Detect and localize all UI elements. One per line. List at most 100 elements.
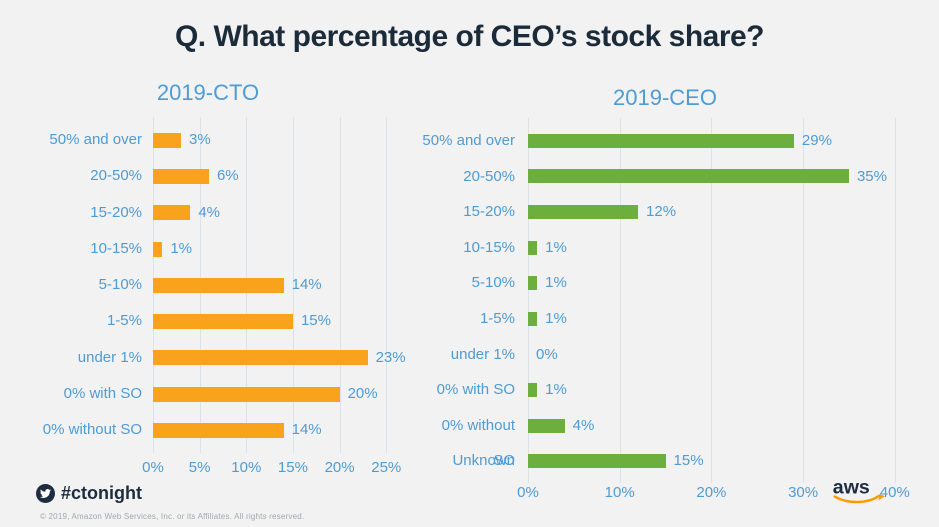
value-label: 15% (300, 312, 331, 330)
value-label: 23% (375, 348, 406, 366)
category-label: 15-20% (463, 203, 515, 221)
category-label: 20-50% (463, 167, 515, 185)
category-label: 1-5% (479, 309, 515, 327)
bar (528, 240, 538, 255)
gridline (803, 118, 805, 483)
aws-logo-text: aws (833, 477, 870, 499)
axis-tick-label: 20% (696, 483, 727, 501)
value-label: 15% (673, 452, 704, 470)
value-label: 14% (291, 276, 322, 294)
category-label: 20-50% (90, 167, 142, 185)
chart-row: 20-50% 6% (10, 158, 425, 194)
ctonight-hashtag-block: #ctonight (36, 483, 142, 504)
axis-tick-label: 5% (188, 458, 211, 476)
value-label: 14% (291, 421, 322, 439)
bar (528, 311, 538, 326)
value-label: 35% (856, 167, 887, 185)
axis-tick-label: 15% (277, 458, 308, 476)
chart-row: 10-15% 1% (420, 230, 939, 266)
bar (528, 454, 666, 469)
bar (528, 276, 538, 291)
category-label: 1-5% (106, 312, 142, 330)
value-label: 12% (646, 203, 677, 221)
bar (153, 168, 209, 184)
bar (153, 350, 368, 366)
chart-row: under 1% 0% (420, 337, 939, 373)
category-label: under 1% (450, 345, 515, 363)
gridline (292, 117, 294, 453)
value-label: 1% (545, 381, 567, 399)
category-label: 0% with SO (436, 381, 515, 399)
chart-row: 50% and over 3% (10, 122, 425, 158)
value-label: 1% (545, 238, 567, 256)
bar (528, 382, 538, 397)
hashtag-label: #ctonight (61, 483, 142, 503)
bar (153, 205, 191, 221)
bar (528, 418, 565, 433)
chart-row: 1-5% 15% (10, 303, 425, 339)
axis-tick-label: 20% (324, 458, 355, 476)
axis-tick-label: 10% (231, 458, 262, 476)
category-label: 15-20% (90, 203, 142, 221)
category-label: 10-15% (463, 238, 515, 256)
category-label: 0% without SO (42, 421, 142, 439)
bar (528, 169, 849, 184)
bar (153, 132, 181, 148)
category-label: 50% and over (422, 132, 515, 149)
ceo-plot-area: 50% and over 29% 20-50% 35% 15-20% 12% 10-15% 1… (420, 118, 939, 502)
category-label: 50% and over (49, 131, 142, 148)
cto-plot-area: 50% and over 3% 20-50% 6% 15-20% 4% 10-15% 1% 5-… (10, 117, 425, 477)
ceo-x-axis: 0% 10% 20% 30% 40% (420, 484, 939, 502)
ceo-chart-subtitle: 2019-CEO (613, 85, 717, 110)
chart-row: 15-20% 12% (420, 194, 939, 230)
chart-row: 0% with SO 1% (420, 372, 939, 408)
value-label: 6% (216, 167, 239, 185)
chart-row: 0% without SO 14% (10, 412, 425, 448)
axis-tick-label: 30% (788, 483, 819, 501)
chart-row: 10-15% 1% (10, 231, 425, 267)
ceo-gridlines (420, 118, 939, 483)
value-label: 29% (801, 132, 832, 149)
bar (153, 423, 284, 439)
chart-row: 5-10% 1% (420, 265, 939, 301)
cto-chart-subtitle: 2019-CTO (156, 80, 260, 105)
gridline (619, 118, 621, 483)
value-label: 4% (198, 203, 220, 221)
gridline (528, 118, 529, 483)
bar (153, 314, 293, 330)
cto-x-axis: 0% 5% 10% 15% 20% 25% (10, 459, 425, 477)
ceo-2019-bar-chart: 2019-CEO 50% and over 29% 20-50% 35% 15-20% 1… (420, 82, 939, 502)
category-label: 10-15% (90, 239, 142, 257)
bar (153, 277, 284, 293)
value-label: 1% (170, 239, 193, 257)
cto-2019-bar-chart: 2019-CTO 50% and over 3% 20-50% 6% 15-20% 4% 1… (10, 76, 425, 477)
chart-row: Unknown 15% (420, 443, 939, 479)
chart-row: 0% with SO 20% (10, 376, 425, 412)
bar (528, 133, 794, 148)
category-label: Unknown (452, 452, 515, 470)
cto-bar-rows: 50% and over 3% 20-50% 6% 15-20% 4% 10-15% 1% 5-… (10, 122, 425, 449)
chart-row: 0% without SO 4% (420, 408, 939, 470)
category-label: 0% with SO (63, 385, 142, 403)
ceo-bar-rows: 50% and over 29% 20-50% 35% 15-20% 12% 10-15% 1… (420, 123, 939, 479)
gridline (386, 117, 388, 453)
chart-row: under 1% 23% (10, 340, 425, 376)
value-label: 20% (347, 385, 378, 403)
axis-tick-label: 0% (142, 458, 164, 476)
bar (528, 204, 639, 219)
page-title: Q. What percentage of CEO’s stock share? (174, 20, 765, 53)
gridline (894, 118, 896, 483)
bar (153, 386, 340, 402)
chart-row: 15-20% 4% (10, 195, 425, 231)
value-label: 3% (188, 131, 211, 148)
axis-tick-label: 0% (517, 483, 539, 501)
gridline (339, 117, 341, 453)
axis-tick-label: 10% (604, 483, 635, 501)
chart-row: 20-50% 35% (420, 159, 939, 195)
value-label: 1% (545, 274, 567, 292)
chart-row: 50% and over 29% (420, 123, 939, 159)
value-label: 0% (536, 345, 558, 363)
category-label: 5-10% (471, 274, 515, 292)
twitter-bird-icon (36, 484, 55, 503)
chart-row: 5-10% 14% (10, 267, 425, 303)
